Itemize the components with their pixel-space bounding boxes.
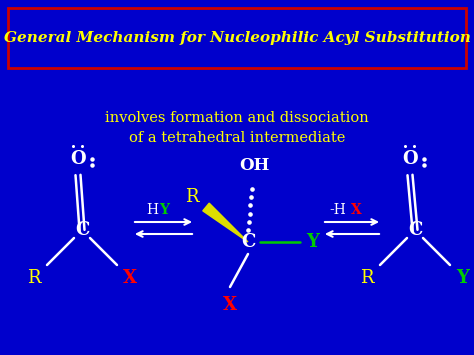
Text: C: C: [408, 221, 422, 239]
Text: C: C: [75, 221, 89, 239]
Text: R: R: [360, 269, 374, 287]
Text: R: R: [27, 269, 41, 287]
Text: of a tetrahedral intermediate: of a tetrahedral intermediate: [129, 131, 345, 145]
Text: H: H: [146, 203, 158, 217]
Text: X: X: [123, 269, 137, 287]
Text: OH: OH: [239, 157, 269, 174]
Text: R: R: [185, 188, 199, 206]
Text: -H: -H: [329, 203, 346, 217]
Text: Y: Y: [307, 233, 319, 251]
Text: O: O: [402, 150, 418, 168]
FancyBboxPatch shape: [8, 8, 466, 68]
Text: Y: Y: [456, 269, 469, 287]
Text: X: X: [351, 203, 361, 217]
Text: X: X: [223, 296, 237, 314]
Text: General Mechanism for Nucleophilic Acyl Substitution: General Mechanism for Nucleophilic Acyl …: [4, 31, 470, 45]
Polygon shape: [203, 203, 248, 242]
Text: O: O: [70, 150, 86, 168]
Text: Y: Y: [159, 203, 169, 217]
Text: C: C: [241, 233, 255, 251]
Text: involves formation and dissociation: involves formation and dissociation: [105, 111, 369, 125]
